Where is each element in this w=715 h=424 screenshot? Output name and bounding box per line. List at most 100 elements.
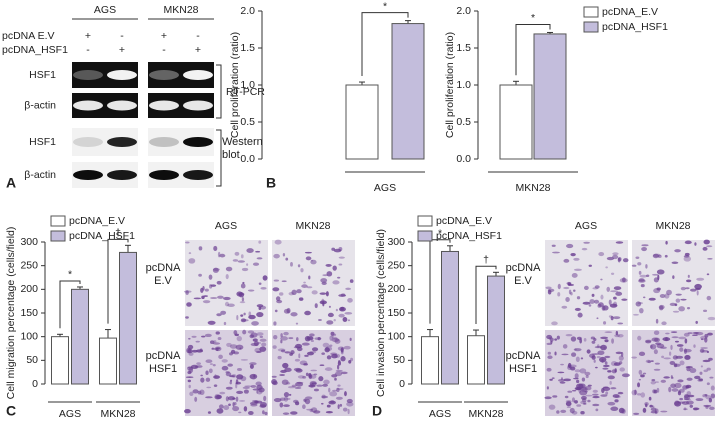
- stained-cell: [195, 340, 200, 343]
- stained-cell: [316, 384, 323, 387]
- stained-cell: [208, 368, 213, 374]
- stained-cell: [205, 370, 209, 376]
- stained-cell: [652, 405, 655, 408]
- legend-swatch: [417, 230, 433, 242]
- stained-cell: [188, 258, 196, 264]
- stained-cell: [583, 241, 590, 244]
- stained-cell: [194, 396, 198, 402]
- stained-cell: [338, 294, 347, 297]
- stained-cell: [551, 377, 555, 379]
- stained-cell: [332, 280, 340, 285]
- stained-cell: [310, 407, 318, 413]
- stained-cell: [273, 253, 280, 259]
- stained-cell: [654, 362, 660, 365]
- stained-cell: [600, 336, 609, 340]
- stained-cell: [293, 367, 302, 372]
- stained-cell: [647, 360, 652, 364]
- stained-cell: [241, 297, 245, 302]
- stained-cell: [631, 264, 637, 267]
- stained-cell: [554, 351, 557, 356]
- stained-cell: [322, 301, 325, 307]
- stained-cell: [205, 396, 213, 399]
- stained-cell: [656, 269, 665, 275]
- significance-mark: *: [438, 228, 442, 240]
- stained-cell: [240, 254, 244, 259]
- stained-cell: [314, 303, 318, 309]
- stained-cell: [337, 404, 340, 410]
- stained-cell: [187, 344, 194, 350]
- stained-cell: [653, 368, 661, 371]
- stained-cell: [601, 387, 605, 394]
- stained-cell: [192, 389, 199, 394]
- stained-cell: [337, 364, 340, 370]
- stained-cell: [574, 400, 578, 404]
- stained-cell: [324, 347, 330, 353]
- stained-cell: [642, 407, 647, 413]
- stained-cell: [600, 344, 607, 351]
- x-tick-label: MKN28: [515, 182, 550, 194]
- stained-cell: [678, 388, 685, 393]
- stained-cell: [617, 334, 624, 338]
- stained-cell: [592, 393, 599, 396]
- stained-cell: [300, 268, 304, 273]
- stained-cell: [571, 397, 576, 403]
- stained-cell: [337, 346, 345, 351]
- stained-cell: [575, 356, 580, 363]
- stained-cell: [240, 318, 247, 323]
- stained-cell: [340, 356, 346, 362]
- stained-cell: [603, 364, 610, 368]
- x-tick-label: MKN28: [468, 408, 503, 420]
- stained-cell: [313, 373, 318, 376]
- stained-cell: [609, 303, 618, 308]
- stained-cell: [707, 332, 713, 336]
- bar: [487, 275, 505, 385]
- stained-cell: [578, 383, 586, 389]
- stained-cell: [225, 396, 229, 402]
- stained-cell: [280, 336, 289, 341]
- stained-cell: [683, 348, 692, 353]
- stained-cell: [602, 386, 611, 391]
- stained-cell: [683, 332, 690, 337]
- stained-cell: [325, 346, 333, 352]
- sign: +: [119, 44, 125, 56]
- stained-cell: [679, 347, 684, 352]
- stained-cell: [282, 362, 289, 369]
- stained-cell: [227, 363, 233, 367]
- stained-cell: [242, 329, 247, 335]
- y-tick-label: 200: [20, 283, 38, 295]
- stained-cell: [242, 281, 245, 284]
- stained-cell: [330, 331, 335, 336]
- stained-cell: [671, 336, 679, 339]
- stained-cell: [580, 411, 585, 415]
- stained-cell: [200, 374, 203, 377]
- stained-cell: [308, 373, 312, 378]
- stained-cell: [604, 361, 608, 365]
- panel-letter: D: [372, 403, 382, 419]
- stained-cell: [599, 356, 607, 363]
- stained-cell: [637, 382, 641, 388]
- stained-cell: [607, 375, 615, 380]
- stained-cell: [320, 278, 328, 283]
- stained-cell: [206, 386, 212, 389]
- stained-cell: [280, 333, 283, 338]
- stained-cell: [335, 369, 343, 373]
- stained-cell: [545, 286, 552, 290]
- legend-label: pcDNA_HSF1: [602, 21, 668, 33]
- micrograph-column-label: MKN28: [295, 220, 330, 232]
- stained-cell: [617, 391, 624, 395]
- stained-cell: [671, 388, 679, 392]
- stained-cell: [585, 394, 593, 397]
- stained-cell: [304, 251, 312, 254]
- stained-cell: [321, 395, 329, 399]
- stained-cell: [248, 411, 254, 416]
- band-label: β-actin: [24, 169, 56, 181]
- stained-cell: [196, 362, 201, 365]
- stained-cell: [601, 305, 606, 311]
- stained-cell: [554, 338, 558, 341]
- sign: +: [85, 30, 91, 42]
- stained-cell: [259, 338, 267, 342]
- blot-band: [149, 70, 179, 80]
- stained-cell: [674, 400, 682, 407]
- stained-cell: [210, 296, 218, 300]
- stained-cell: [665, 332, 670, 335]
